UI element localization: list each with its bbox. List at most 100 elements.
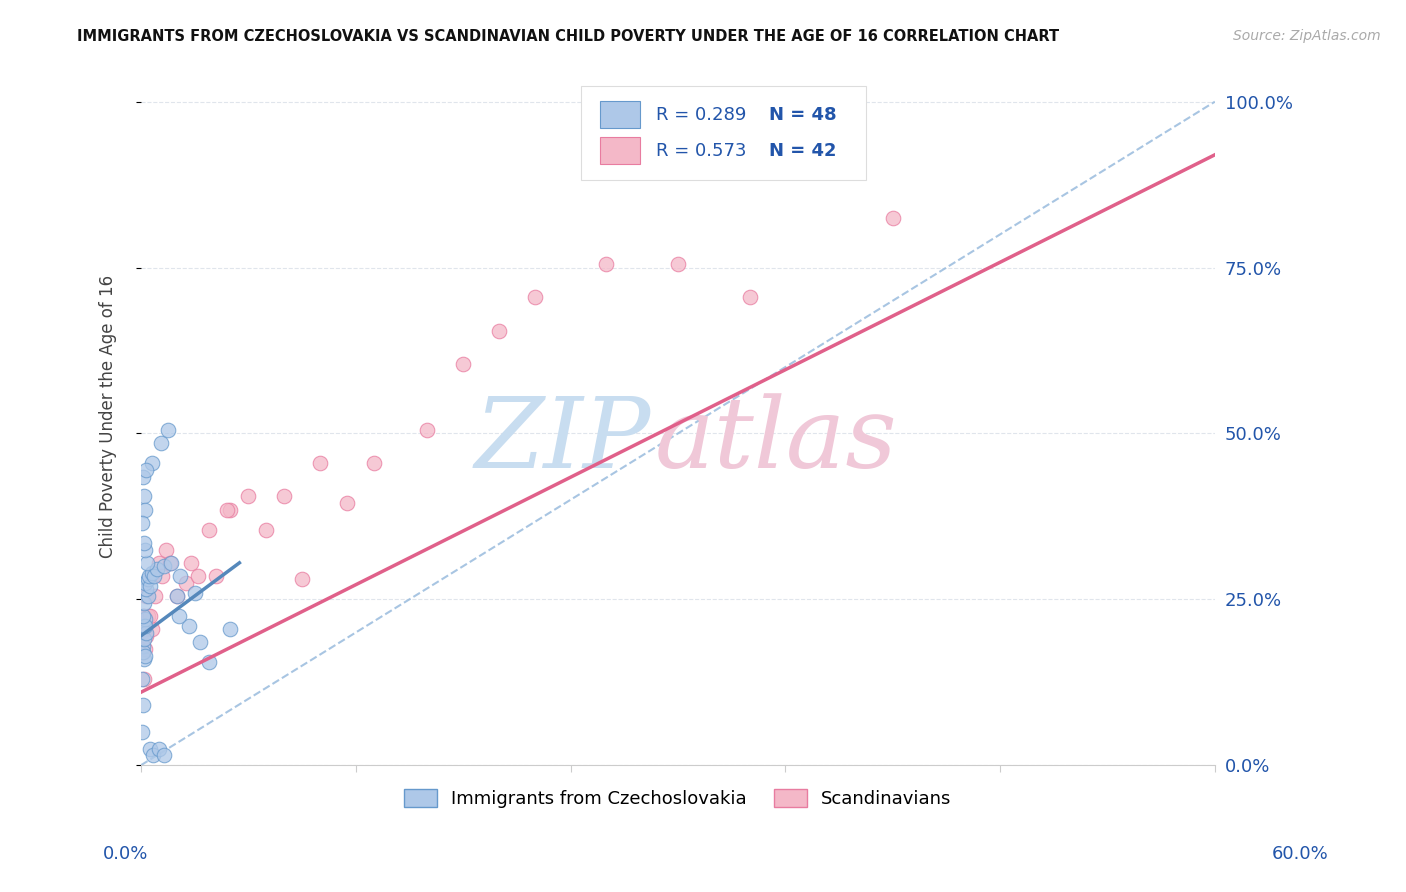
Point — [134, 648, 156, 663]
Point — [219, 622, 242, 636]
Point — [139, 741, 162, 756]
Point — [156, 423, 179, 437]
Point — [595, 257, 617, 271]
Point — [141, 569, 163, 583]
Point — [141, 566, 163, 580]
Point — [135, 463, 157, 477]
Point — [167, 608, 190, 623]
Point — [134, 612, 156, 626]
Point — [273, 490, 295, 504]
Point — [132, 698, 155, 713]
Point — [136, 589, 159, 603]
Point — [131, 725, 153, 739]
Point — [132, 608, 155, 623]
Point — [336, 496, 359, 510]
Point — [166, 589, 188, 603]
Point — [152, 569, 174, 583]
Point — [132, 622, 155, 636]
Point — [141, 456, 163, 470]
Point — [205, 569, 228, 583]
Point — [451, 357, 474, 371]
Point — [135, 582, 157, 597]
FancyBboxPatch shape — [599, 137, 640, 164]
Point — [132, 596, 155, 610]
Text: atlas: atlas — [654, 393, 897, 489]
Text: ZIP: ZIP — [475, 393, 651, 489]
Point — [180, 556, 202, 570]
Point — [148, 741, 170, 756]
Point — [254, 523, 277, 537]
Point — [132, 645, 155, 659]
Point — [132, 639, 155, 653]
Point — [146, 562, 169, 576]
Point — [136, 556, 159, 570]
Text: R = 0.573: R = 0.573 — [657, 142, 747, 160]
Point — [134, 502, 156, 516]
Point — [135, 625, 157, 640]
Point — [131, 516, 153, 530]
Point — [139, 608, 162, 623]
Point — [198, 523, 221, 537]
Point — [416, 423, 439, 437]
Point — [169, 569, 191, 583]
Point — [132, 652, 155, 666]
Text: N = 48: N = 48 — [769, 105, 837, 123]
Point — [187, 569, 209, 583]
Point — [148, 556, 170, 570]
Point — [363, 456, 385, 470]
Point — [136, 573, 159, 587]
Point — [179, 619, 201, 633]
Point — [132, 672, 155, 686]
Point — [132, 619, 155, 633]
Point — [153, 748, 176, 763]
Point — [219, 502, 242, 516]
Point — [149, 436, 172, 450]
Point — [810, 104, 832, 119]
Text: IMMIGRANTS FROM CZECHOSLOVAKIA VS SCANDINAVIAN CHILD POVERTY UNDER THE AGE OF 16: IMMIGRANTS FROM CZECHOSLOVAKIA VS SCANDI… — [77, 29, 1060, 45]
Point — [155, 542, 177, 557]
Y-axis label: Child Poverty Under the Age of 16: Child Poverty Under the Age of 16 — [100, 276, 117, 558]
Point — [141, 622, 163, 636]
Point — [143, 569, 166, 583]
Point — [142, 748, 165, 763]
Point — [134, 622, 156, 636]
Text: 60.0%: 60.0% — [1272, 845, 1329, 863]
Point — [238, 490, 260, 504]
Point — [134, 608, 156, 623]
Point — [131, 635, 153, 649]
Text: R = 0.289: R = 0.289 — [657, 105, 747, 123]
FancyBboxPatch shape — [581, 86, 866, 180]
Point — [135, 629, 157, 643]
Point — [198, 656, 221, 670]
Point — [138, 569, 160, 583]
Point — [882, 211, 904, 225]
Point — [134, 642, 156, 657]
Point — [666, 257, 689, 271]
Point — [166, 589, 188, 603]
Point — [188, 635, 211, 649]
Point — [309, 456, 332, 470]
Point — [132, 490, 155, 504]
FancyBboxPatch shape — [599, 102, 640, 128]
Text: Source: ZipAtlas.com: Source: ZipAtlas.com — [1233, 29, 1381, 44]
Point — [132, 469, 155, 483]
Point — [215, 502, 238, 516]
Point — [134, 542, 156, 557]
Point — [291, 573, 314, 587]
Point — [135, 589, 157, 603]
Point — [134, 619, 156, 633]
Point — [523, 290, 546, 304]
Point — [134, 575, 156, 590]
Text: N = 42: N = 42 — [769, 142, 837, 160]
Point — [159, 556, 181, 570]
Point — [183, 585, 205, 599]
Point — [131, 672, 153, 686]
Point — [134, 632, 156, 647]
Legend: Immigrants from Czechoslovakia, Scandinavians: Immigrants from Czechoslovakia, Scandina… — [398, 781, 959, 815]
Point — [143, 589, 166, 603]
Point — [488, 324, 510, 338]
Point — [132, 536, 155, 550]
Point — [160, 556, 183, 570]
Point — [132, 645, 155, 659]
Point — [139, 579, 162, 593]
